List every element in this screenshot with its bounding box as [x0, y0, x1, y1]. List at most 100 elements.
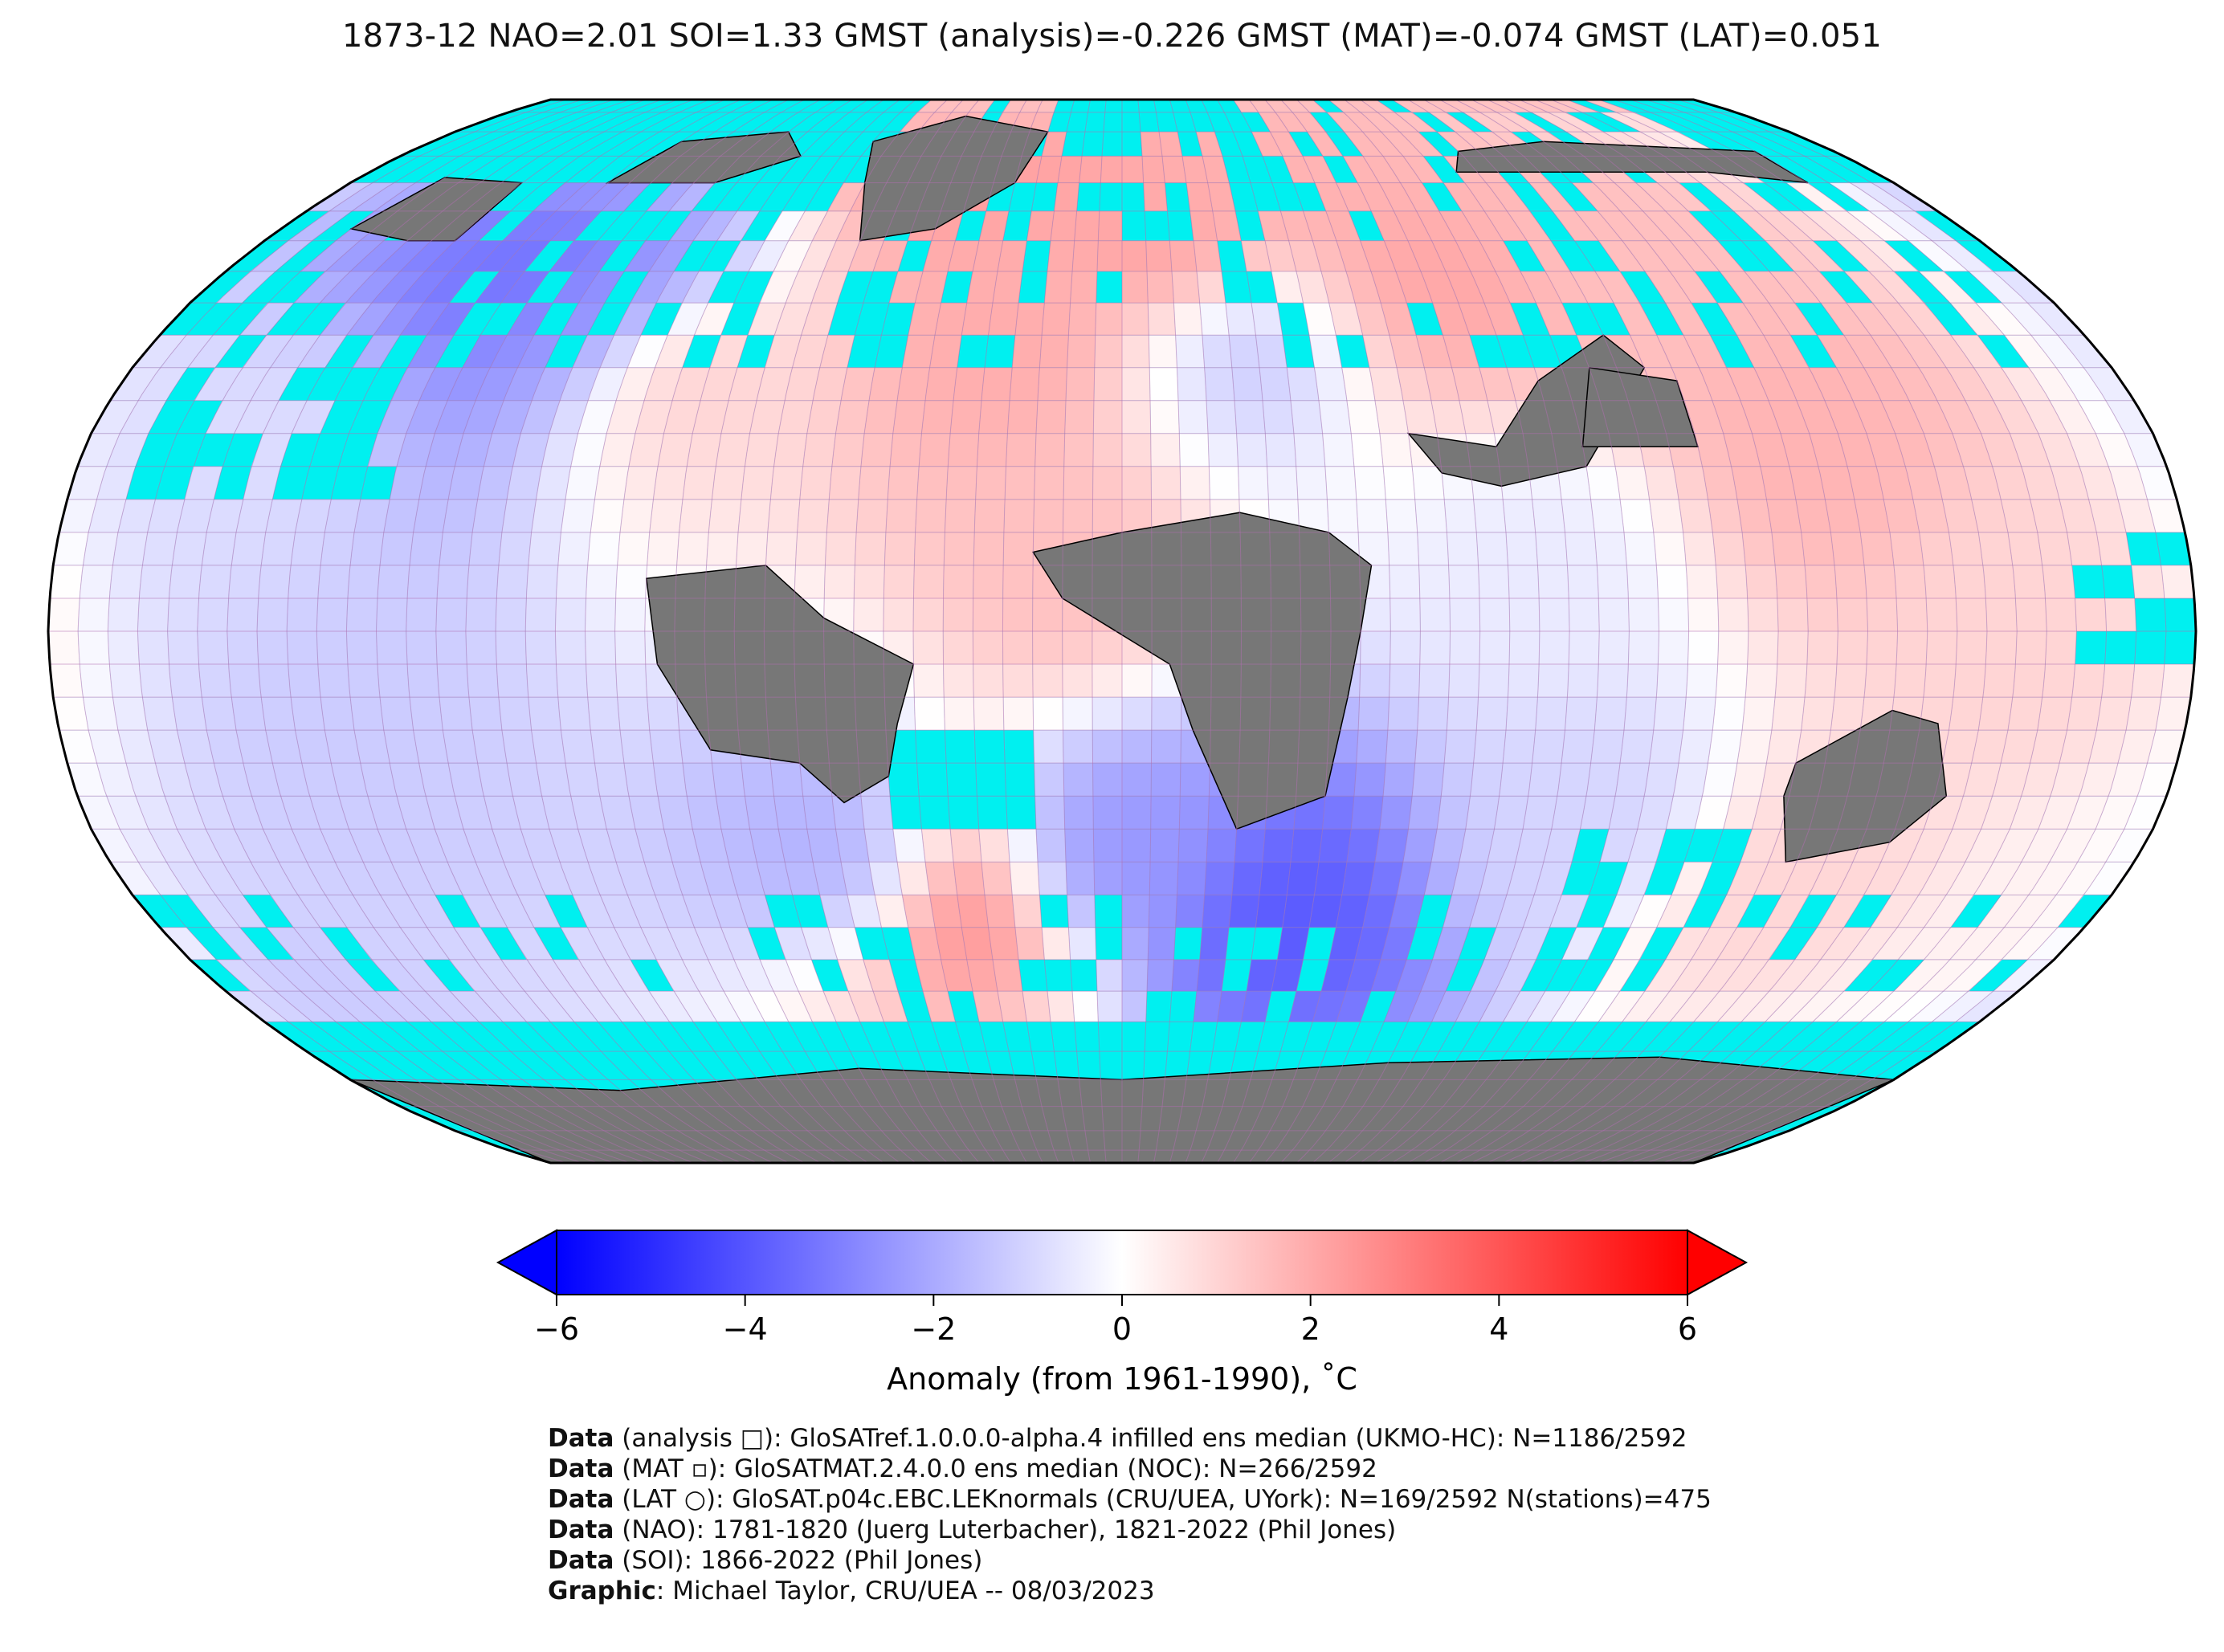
anomaly-cell — [653, 763, 687, 797]
anomaly-cell — [345, 271, 400, 304]
anomaly-cell — [1265, 240, 1297, 271]
anomaly-cell — [653, 466, 687, 500]
anomaly-cell — [1507, 210, 1551, 241]
anomaly-cell — [896, 862, 930, 895]
anomaly-cell — [2037, 532, 2072, 565]
anomaly-cell — [272, 763, 310, 797]
anomaly-cell — [1864, 664, 1897, 698]
anomaly-cell — [635, 400, 672, 434]
anomaly-cell — [1408, 796, 1442, 830]
anomaly-cell — [578, 959, 624, 992]
anomaly-cell — [400, 927, 449, 960]
anomaly-cell — [1924, 433, 1964, 467]
anomaly-cell — [1465, 182, 1508, 211]
anomaly-cell — [1919, 271, 1977, 304]
anomaly-cell — [1537, 664, 1569, 698]
anomaly-cell — [1963, 763, 2002, 797]
anomaly-cell — [1092, 466, 1122, 500]
anomaly-cell — [913, 598, 944, 631]
anomaly-cell — [1122, 959, 1149, 992]
anomaly-cell — [1717, 631, 1749, 664]
map-title: 1873-12 NAO=2.01 SOI=1.33 GMST (analysis… — [342, 18, 1882, 55]
anomaly-cell — [257, 598, 288, 631]
anomaly-cell — [1860, 532, 1895, 565]
anomaly-cell — [2084, 862, 2135, 895]
anomaly-cell — [1620, 730, 1654, 764]
anomaly-cell — [1720, 959, 1769, 992]
anomaly-cell — [561, 730, 595, 764]
anomaly-cell — [915, 959, 948, 992]
anomaly-cell — [1557, 466, 1591, 500]
anomaly-cell — [496, 565, 528, 598]
anomaly-cell — [972, 240, 1003, 271]
anomaly-cell — [1813, 991, 1870, 1022]
anomaly-cell — [2015, 598, 2047, 631]
anomaly-cell — [324, 730, 361, 764]
anomaly-cell — [1712, 532, 1746, 565]
anomaly-cell — [1202, 335, 1232, 368]
anomaly-cell — [1506, 697, 1538, 731]
anomaly-cell — [159, 927, 216, 960]
anomaly-cell — [806, 829, 841, 863]
anomaly-cell — [2118, 499, 2156, 532]
anomaly-cell — [748, 240, 789, 271]
anomaly-cell — [1057, 156, 1082, 183]
anomaly-cell — [1263, 829, 1294, 863]
anomaly-cell — [1487, 829, 1524, 863]
anomaly-cell — [598, 991, 646, 1022]
anomaly-cell — [1949, 532, 1984, 565]
anomaly-cell — [1487, 100, 1532, 112]
anomaly-cell — [1836, 240, 1895, 271]
anomaly-cell — [198, 565, 231, 598]
anomaly-cell — [1094, 335, 1122, 368]
anomaly-cell — [973, 664, 1004, 698]
anomaly-cell — [1259, 367, 1292, 401]
anomaly-cell — [1418, 664, 1450, 698]
anomaly-cell — [749, 829, 785, 863]
anomaly-cell — [1872, 927, 1924, 960]
anomaly-cell — [1971, 730, 2008, 764]
anomaly-cell — [1312, 240, 1347, 271]
anomaly-cell — [1397, 367, 1432, 401]
anomaly-cell — [425, 433, 463, 467]
anomaly-cell — [288, 664, 320, 698]
anomaly-cell — [1717, 598, 1749, 631]
anomaly-cell — [2147, 730, 2185, 764]
anomaly-cell — [745, 796, 779, 830]
anomaly-cell — [526, 565, 558, 598]
anomaly-cell — [812, 862, 847, 895]
anomaly-cell — [1067, 335, 1096, 368]
anomaly-cell — [1731, 763, 1767, 797]
anomaly-cell — [1598, 598, 1630, 631]
anomaly-cell — [1036, 156, 1062, 183]
anomaly-cell — [462, 335, 508, 368]
anomaly-cell — [1287, 862, 1320, 895]
anomaly-cell — [770, 466, 803, 500]
anomaly-cell — [1684, 400, 1724, 434]
anomaly-cell — [236, 730, 273, 764]
anomaly-cell — [835, 829, 869, 863]
anomaly-cell — [549, 240, 598, 271]
anomaly-cell — [792, 335, 828, 368]
anomaly-cell — [1503, 499, 1536, 532]
anomaly-cell — [875, 895, 908, 928]
anomaly-cell — [883, 598, 914, 631]
anomaly-cell — [2101, 664, 2135, 698]
anomaly-cell — [49, 664, 84, 698]
anomaly-cell — [1963, 466, 2002, 500]
anomaly-cell — [921, 829, 953, 863]
anomaly-cell — [1932, 991, 1994, 1022]
anomaly-cell — [1412, 763, 1445, 797]
anomaly-cell — [1590, 730, 1624, 764]
anomaly-cell — [559, 862, 600, 895]
anomaly-cell — [856, 499, 888, 532]
anomaly-cell — [1074, 210, 1100, 241]
anomaly-cell — [1424, 862, 1460, 895]
colorbar-tick-label: −4 — [723, 1311, 768, 1347]
anomaly-cell — [693, 210, 737, 241]
anomaly-cell — [1666, 210, 1718, 241]
anomaly-cell — [975, 466, 1006, 500]
anomaly-cell — [1271, 271, 1304, 304]
anomaly-cell — [1197, 271, 1226, 304]
anomaly-cell — [854, 565, 885, 598]
